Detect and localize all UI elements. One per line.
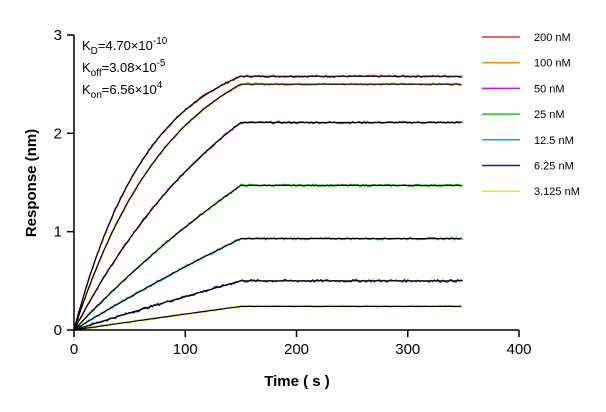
axis-ticks: 0 100 200 300 400 0 1 2 3 — [54, 27, 532, 358]
legend-label: 6.25 nM — [534, 161, 574, 173]
fit-line — [73, 75, 462, 331]
y-tick-label: 0 — [54, 322, 62, 339]
y-tick-label: 1 — [54, 224, 62, 241]
legend-label: 200 nM — [534, 32, 571, 44]
series-line — [73, 183, 464, 331]
legend-label: 3.125 nM — [534, 186, 580, 198]
x-axis-label: Time ( s ) — [264, 373, 330, 390]
x-tick-label: 300 — [395, 341, 420, 358]
y-axis-label: Response (nm) — [23, 129, 40, 237]
plot-lines — [73, 74, 464, 331]
y-tick-label: 3 — [54, 27, 62, 44]
fit-line — [73, 280, 462, 331]
series-line — [73, 236, 464, 331]
legend: 200 nM 100 nM 50 nM 25 nM 12.5 nM 6.25 nM 3.12… — [482, 32, 580, 198]
series-line — [73, 74, 464, 331]
kinetics-kd: KD=4.70×10-10 — [82, 36, 168, 57]
legend-label: 50 nM — [534, 83, 565, 95]
fit-line — [73, 238, 462, 331]
kinetics-koff: Koff=3.08×10-5 — [82, 58, 166, 79]
x-tick-label: 200 — [284, 341, 309, 358]
y-tick-label: 2 — [54, 125, 62, 142]
legend-label: 25 nM — [534, 109, 565, 121]
fit-line — [73, 184, 462, 331]
x-tick-label: 400 — [506, 341, 531, 358]
series-line — [73, 82, 463, 331]
legend-label: 100 nM — [534, 58, 571, 70]
fit-line — [73, 121, 462, 331]
series-line — [73, 304, 464, 331]
legend-label: 12.5 nM — [534, 135, 574, 147]
x-tick-label: 0 — [70, 341, 78, 358]
fit-line — [73, 305, 462, 331]
series-line — [73, 120, 464, 331]
x-tick-label: 100 — [173, 341, 198, 358]
kinetics-kon: Kon=6.56×104 — [82, 80, 163, 101]
fit-line — [73, 83, 462, 331]
